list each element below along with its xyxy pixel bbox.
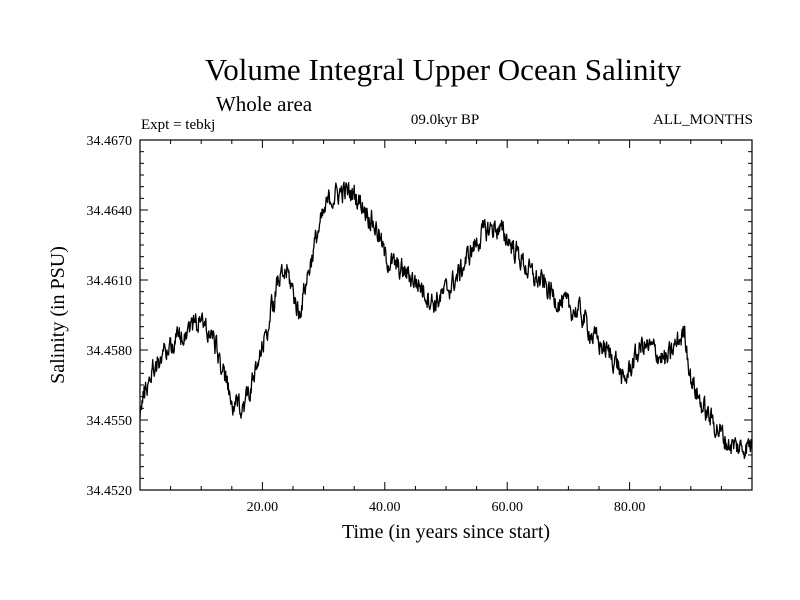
- y-tick-label: 34.4610: [87, 274, 133, 289]
- y-axis-label: Salinity (in PSU): [47, 246, 69, 384]
- x-tick-label: 80.00: [614, 500, 646, 515]
- y-tick-label: 34.4580: [87, 344, 133, 359]
- x-tick-label: 40.00: [369, 500, 401, 515]
- x-tick-label: 20.00: [247, 500, 279, 515]
- months-label: ALL_MONTHS: [653, 112, 753, 128]
- x-tick-label: 60.00: [491, 500, 523, 515]
- y-tick-label: 34.4550: [87, 414, 133, 429]
- y-tick-label: 34.4520: [87, 484, 133, 499]
- y-tick-label: 34.4670: [87, 134, 133, 149]
- experiment-label: Expt = tebkj: [141, 117, 215, 133]
- salinity-series-line: [139, 181, 753, 460]
- x-axis: 20.00 40.00 60.00 80.00: [139, 140, 753, 515]
- y-axis: 34.4520 34.4550 34.4580 34.4610 34.4640 34.46…: [87, 134, 752, 499]
- chart-subtitle: Whole area: [216, 92, 313, 116]
- y-tick-label: 34.4640: [87, 204, 133, 219]
- period-label: 09.0kyr BP: [411, 112, 479, 128]
- x-axis-label: Time (in years since start): [342, 521, 550, 543]
- chart-title: Volume Integral Upper Ocean Salinity: [205, 52, 682, 87]
